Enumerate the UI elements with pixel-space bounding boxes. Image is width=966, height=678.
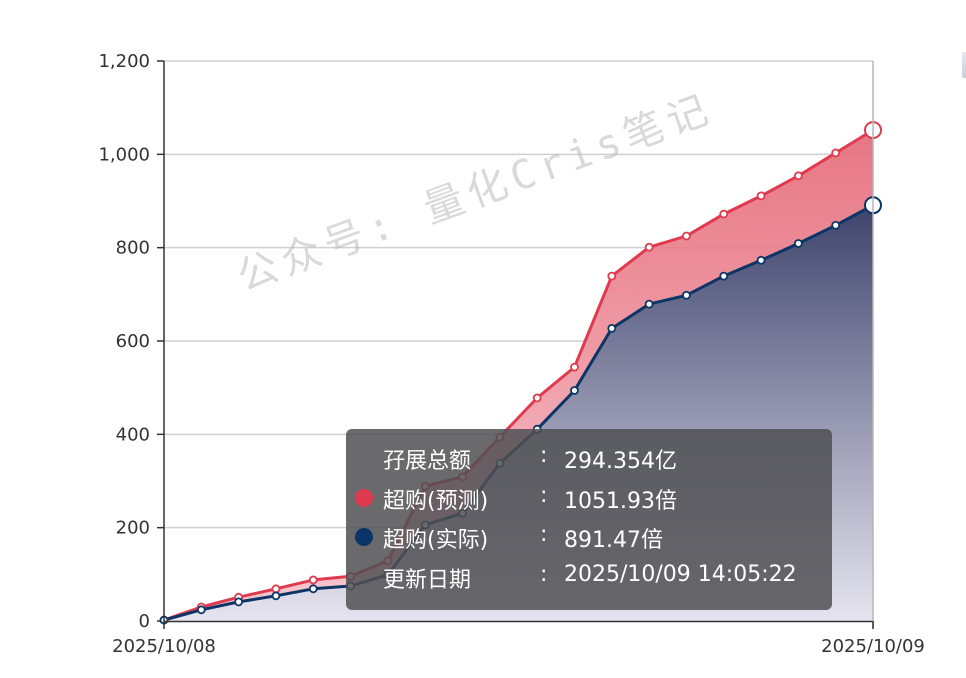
data-point[interactable]	[719, 271, 729, 281]
tooltip-row-predicted: 超购(预测) : 1051.93倍	[346, 479, 832, 517]
data-point[interactable]	[756, 255, 766, 265]
x-tick-label-end: 2025/10/09	[821, 636, 925, 657]
data-point[interactable]	[607, 271, 617, 281]
data-point[interactable]	[196, 605, 206, 615]
data-point[interactable]	[831, 220, 841, 230]
data-point[interactable]	[682, 231, 691, 241]
data-point[interactable]	[831, 148, 841, 158]
tooltip-colon: :	[540, 522, 548, 547]
data-point[interactable]	[682, 290, 691, 300]
data-point[interactable]	[271, 591, 281, 601]
tooltip-value: 2025/10/09 14:05:22	[564, 562, 797, 587]
tooltip-label: 超购(实际)	[383, 528, 489, 553]
tooltip-value: 294.354亿	[564, 449, 677, 474]
tooltip-label: 更新日期	[383, 568, 472, 593]
x-tick-label-start: 2025/10/08	[112, 636, 216, 657]
data-point[interactable]	[308, 575, 318, 585]
edge-scroll-handle	[962, 52, 966, 78]
y-tick-label: 600	[116, 331, 150, 352]
tooltip-row-margin-total: 孖展总额 : 294.354亿	[346, 439, 832, 477]
tooltip-colon: :	[540, 562, 548, 587]
data-point[interactable]	[570, 362, 579, 372]
data-tooltip: 孖展总额 : 294.354亿 超购(预测) : 1051.93倍 超购(实际)…	[346, 429, 832, 610]
data-point[interactable]	[234, 597, 244, 607]
data-point[interactable]	[644, 299, 654, 309]
data-point[interactable]	[308, 584, 318, 594]
data-point[interactable]	[271, 584, 281, 594]
series-line	[163, 128, 874, 622]
tooltip-row-update-time: 更新日期 : 2025/10/09 14:05:22	[346, 558, 832, 596]
y-tick-label: 1,000	[98, 144, 150, 165]
blue-dot-icon	[355, 528, 373, 546]
data-point[interactable]	[793, 239, 803, 248]
y-tick-label: 200	[116, 518, 150, 539]
tooltip-label: 孖展总额	[383, 449, 472, 474]
tooltip-colon: :	[540, 483, 548, 508]
tooltip-colon: :	[540, 443, 548, 468]
data-point[interactable]	[532, 393, 542, 403]
red-dot-icon	[355, 489, 373, 507]
data-point[interactable]	[756, 191, 766, 201]
data-point[interactable]	[570, 386, 579, 395]
tooltip-value: 1051.93倍	[564, 489, 677, 514]
tooltip-value: 891.47倍	[564, 528, 663, 553]
data-point[interactable]	[719, 209, 729, 219]
y-tick-label: 0	[139, 611, 150, 632]
y-axis-ticks: 0 200 400 600 800 1,000 1,200	[98, 51, 164, 632]
y-tick-label: 400	[116, 424, 150, 445]
data-point[interactable]	[644, 242, 654, 252]
tooltip-label: 超购(预测)	[383, 489, 489, 514]
y-tick-label: 1,200	[98, 51, 150, 72]
data-point[interactable]	[607, 323, 617, 333]
tooltip-row-actual: 超购(实际) : 891.47倍	[346, 518, 832, 556]
y-tick-label: 800	[116, 238, 150, 259]
data-point[interactable]	[793, 171, 803, 181]
